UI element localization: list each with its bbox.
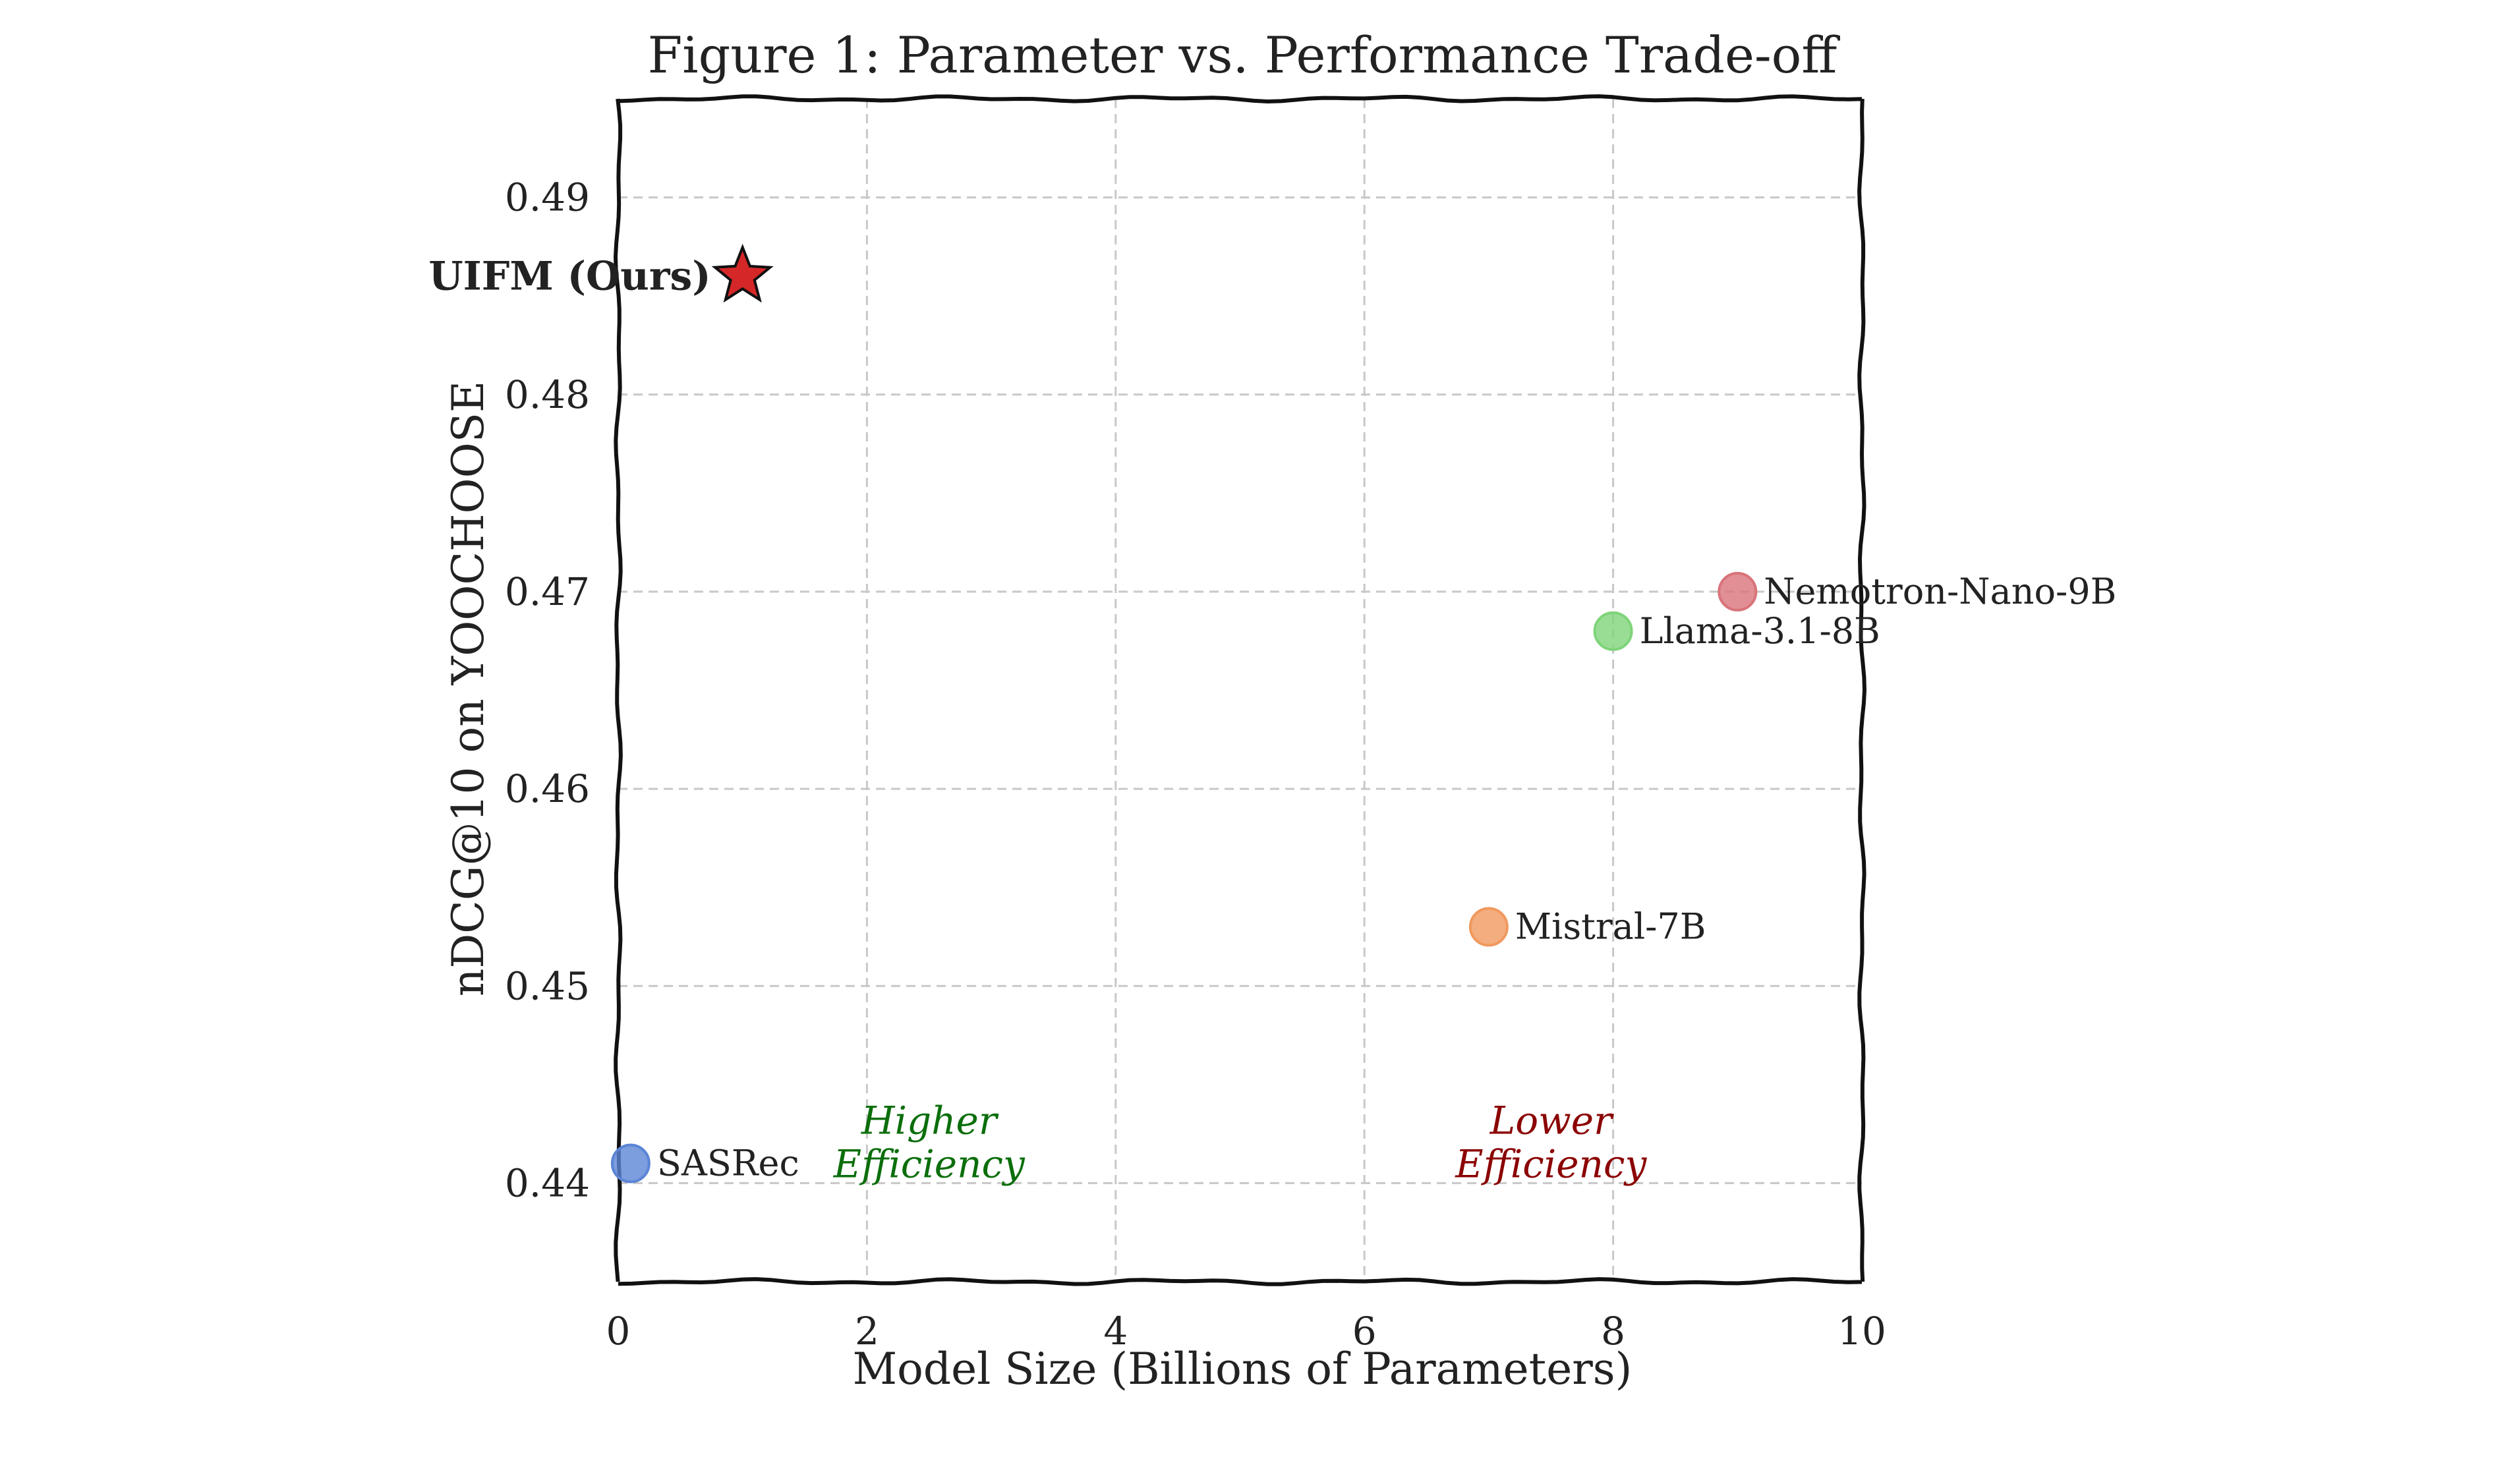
- x-tick-label: 8: [1601, 1309, 1625, 1354]
- point-label-llama-3-1-8b: Llama-3.1-8B: [1640, 610, 1880, 652]
- x-tick-label: 2: [855, 1309, 879, 1354]
- point-layer: SASRec Mistral-7B Llama-3.1-8BNemotron-Nan…: [428, 243, 2116, 1184]
- y-tick-label: 0.49: [505, 175, 590, 220]
- tick-layer: 0 2 4 6 8 10 0.44 0.45 0.46 0.47 0.48 0.49: [505, 175, 1886, 1354]
- y-tick-label: 0.46: [505, 766, 590, 811]
- point-mistral-7b: [1468, 907, 1509, 947]
- y-axis-label: nDCG@10 on YOOCHOOSE: [443, 381, 494, 996]
- x-tick-label: 0: [606, 1309, 631, 1354]
- chart-title: Figure 1: Parameter vs. Performance Trad…: [648, 26, 1841, 84]
- point-label-mistral-7b: Mistral-7B: [1515, 906, 1706, 948]
- efficiency-annotation: Lower Efficiency: [1455, 1099, 1647, 1187]
- x-tick-label: 4: [1103, 1309, 1128, 1354]
- y-tick-label: 0.47: [505, 569, 590, 614]
- y-tick-label: 0.44: [505, 1160, 590, 1205]
- efficiency-annotation: Higher Efficiency: [833, 1099, 1026, 1187]
- point-label-sasrec: SASRec: [657, 1143, 799, 1184]
- point-sasrec: [610, 1143, 650, 1184]
- point-label-nemotron-nano-9b: Nemotron-Nano-9B: [1764, 571, 2116, 612]
- y-tick-label: 0.48: [505, 372, 590, 417]
- y-tick-label: 0.45: [505, 963, 590, 1008]
- grid-layer: [618, 99, 1862, 1282]
- point-nemotron-nano-9b: [1718, 571, 1758, 612]
- annotation-layer: Higher Efficiency Lower Efficiency: [833, 1099, 1648, 1187]
- point-uifm-ours: [711, 243, 774, 303]
- x-axis-label: Model Size (Billions of Parameters): [853, 1344, 1633, 1394]
- point-label-uifm-ours: UIFM (Ours): [428, 253, 710, 299]
- x-tick-label: 6: [1352, 1309, 1377, 1354]
- x-tick-label: 10: [1837, 1309, 1886, 1354]
- plot-frame: [614, 94, 1866, 1286]
- point-llama-3-1-8b: [1593, 611, 1633, 651]
